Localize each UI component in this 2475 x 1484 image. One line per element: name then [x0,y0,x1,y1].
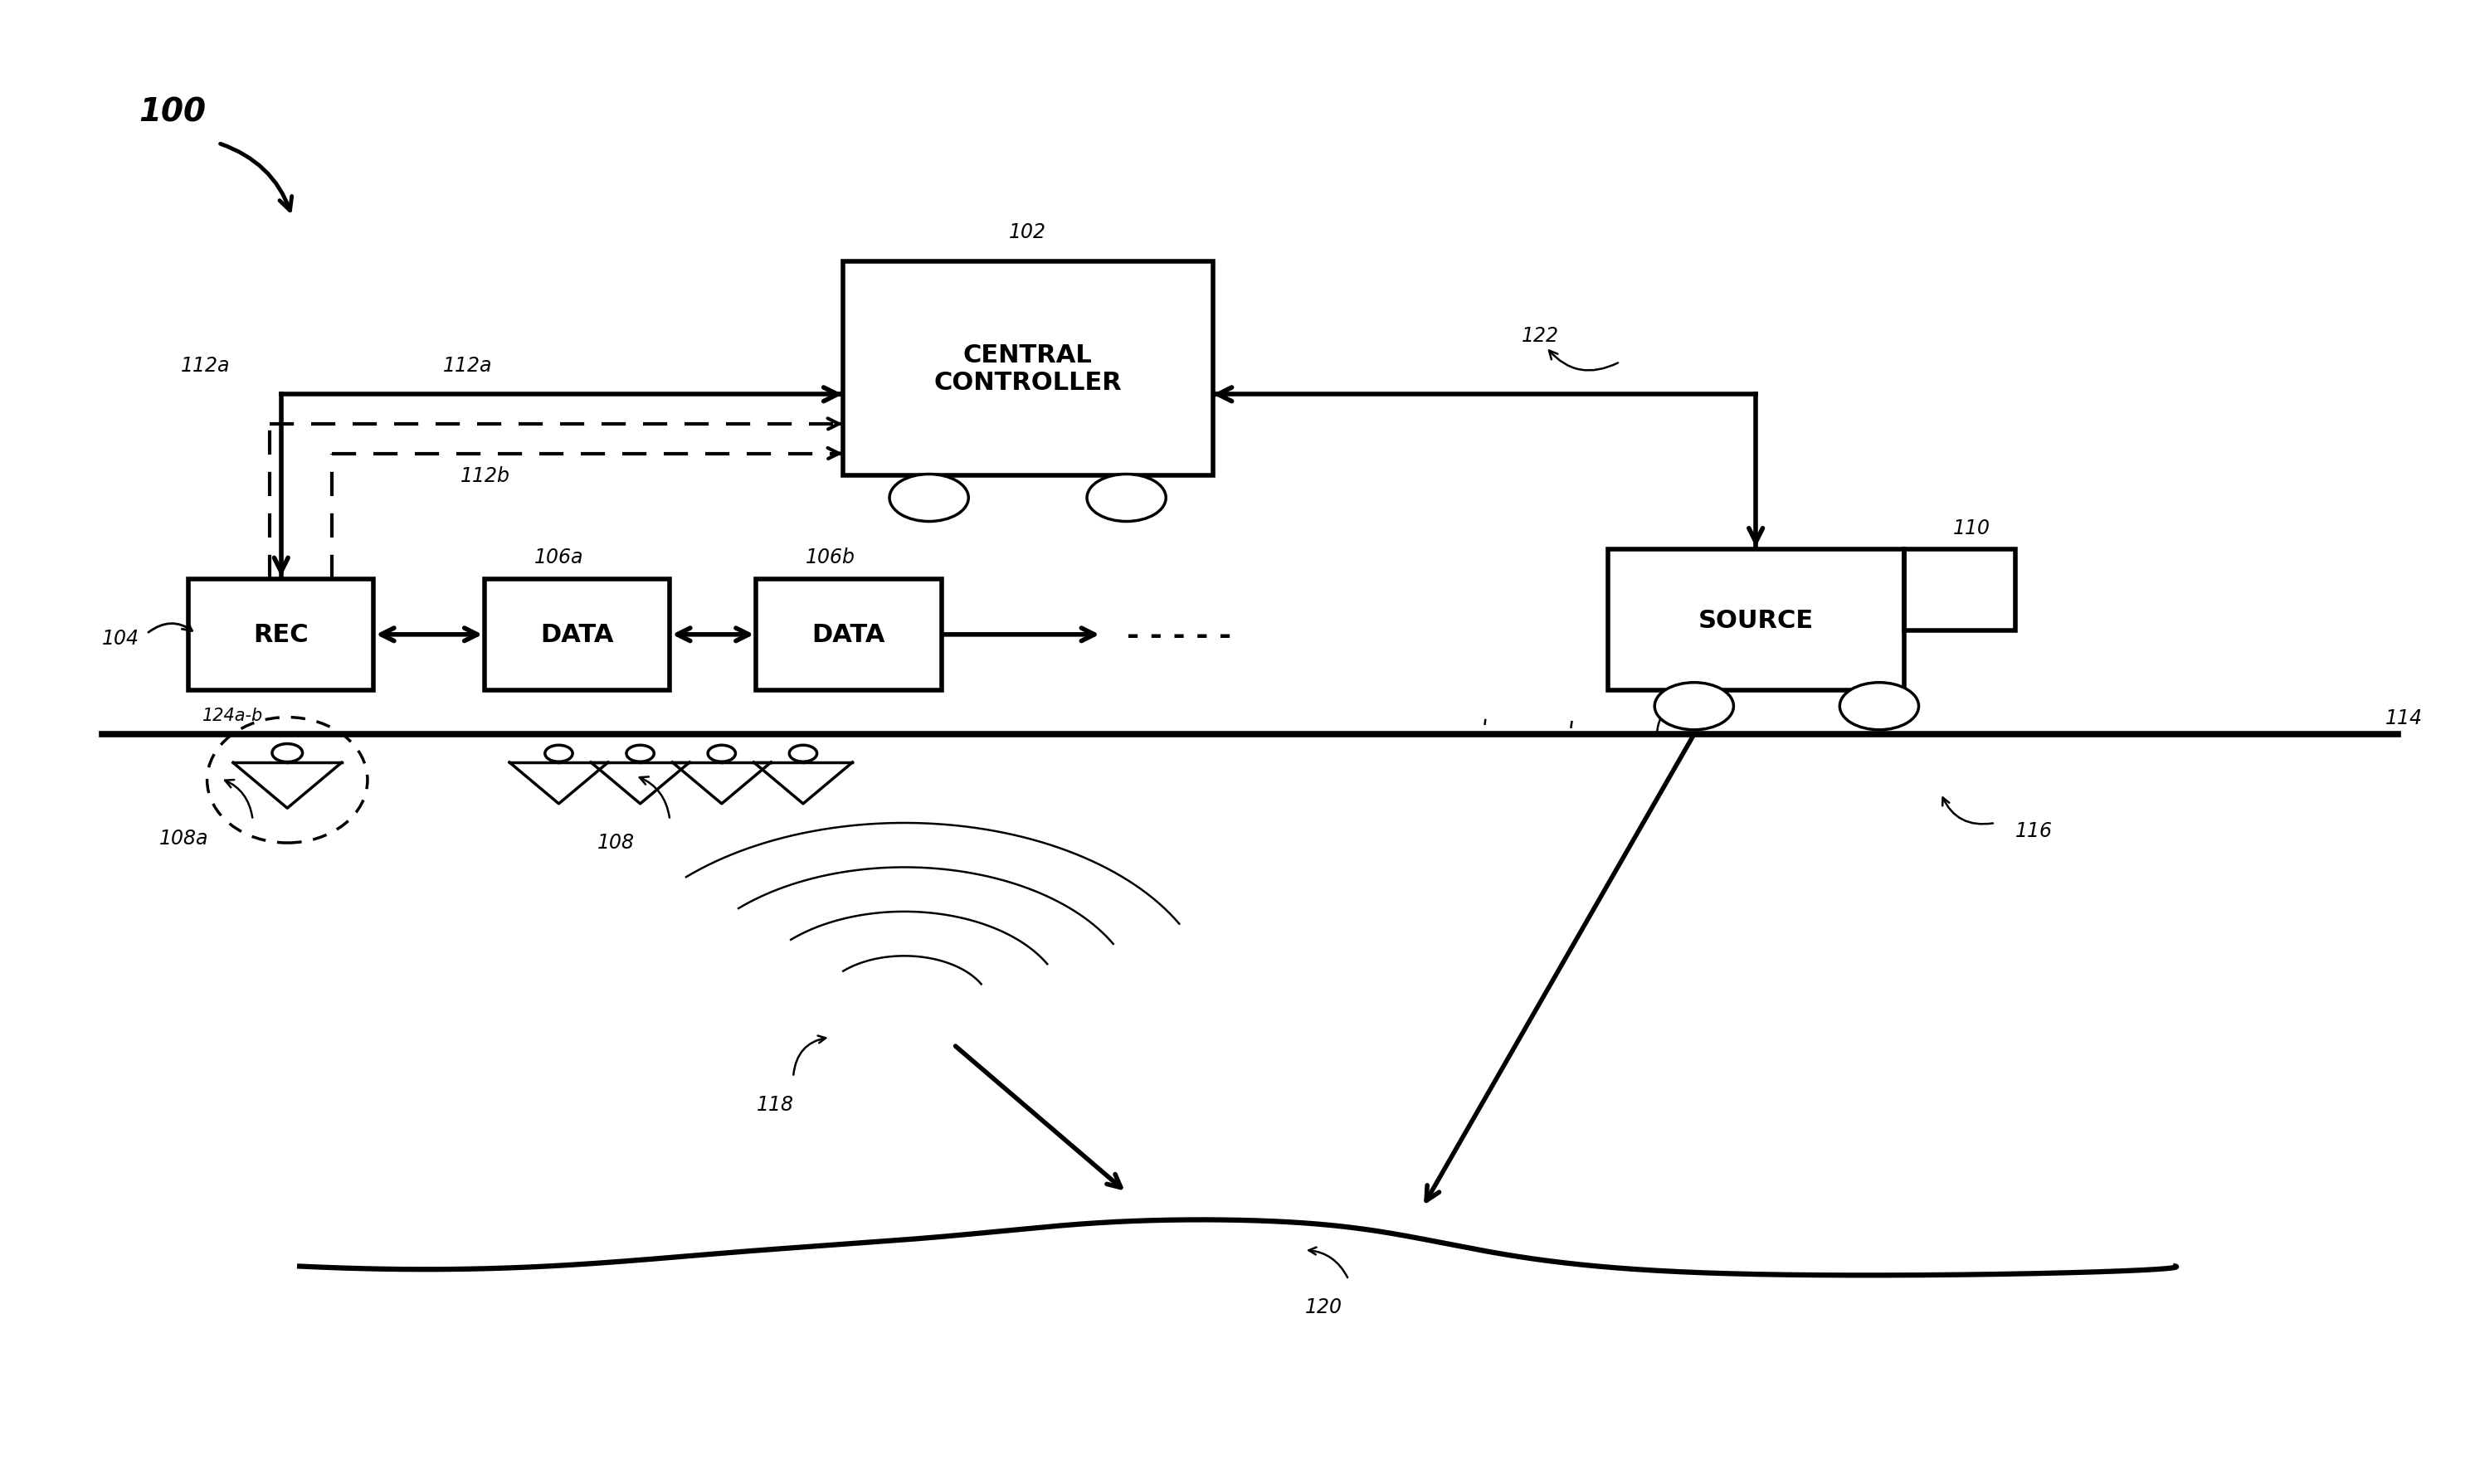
Text: DATA: DATA [540,623,614,647]
Text: 114: 114 [2386,708,2423,729]
FancyBboxPatch shape [485,580,671,690]
Circle shape [708,745,735,763]
Text: 102: 102 [1010,223,1047,242]
Circle shape [272,743,302,763]
Text: REC: REC [252,623,309,647]
Text: 108: 108 [596,833,634,852]
Text: 100: 100 [139,96,205,128]
Text: 120: 120 [1304,1297,1341,1316]
Text: 122: 122 [1522,326,1559,346]
Circle shape [790,745,817,763]
Text: CENTRAL
CONTROLLER: CENTRAL CONTROLLER [933,343,1121,395]
Text: DATA: DATA [812,623,886,647]
Text: 106a: 106a [535,548,584,567]
FancyArrowPatch shape [1943,798,1992,825]
FancyBboxPatch shape [757,580,940,690]
Text: 112b: 112b [460,466,510,487]
FancyBboxPatch shape [842,263,1213,476]
FancyArrowPatch shape [220,144,292,211]
Circle shape [1839,683,1918,730]
Text: 106b: 106b [804,548,856,567]
FancyArrowPatch shape [794,1036,827,1074]
Text: 110: 110 [1953,518,1990,537]
FancyArrowPatch shape [1549,352,1619,371]
Circle shape [889,475,968,522]
FancyArrowPatch shape [1309,1248,1346,1278]
Circle shape [1656,683,1732,730]
FancyArrowPatch shape [225,781,252,818]
Text: 116: 116 [2015,821,2052,840]
Text: SOURCE: SOURCE [1698,608,1814,632]
Circle shape [626,745,653,763]
FancyBboxPatch shape [1609,551,1903,690]
Text: 108a: 108a [158,828,208,847]
Text: 124a-b: 124a-b [203,706,262,724]
FancyArrowPatch shape [148,622,193,632]
Text: 104: 104 [101,629,139,649]
FancyArrowPatch shape [639,778,671,818]
Text: 112a: 112a [443,355,493,375]
Text: 118: 118 [757,1094,794,1114]
Text: 112a: 112a [181,355,230,375]
FancyBboxPatch shape [188,580,374,690]
Text: - - - - -: - - - - - [1126,622,1230,650]
Circle shape [544,745,572,763]
Circle shape [1087,475,1166,522]
